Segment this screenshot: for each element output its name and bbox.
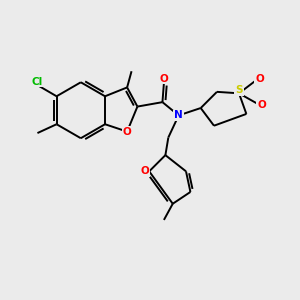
Text: O: O bbox=[140, 166, 149, 176]
Text: O: O bbox=[257, 100, 266, 110]
Text: N: N bbox=[174, 110, 183, 120]
Text: Cl: Cl bbox=[32, 76, 43, 86]
Text: O: O bbox=[123, 127, 131, 136]
Text: S: S bbox=[235, 85, 243, 95]
Text: O: O bbox=[255, 74, 264, 85]
Text: O: O bbox=[160, 74, 168, 84]
